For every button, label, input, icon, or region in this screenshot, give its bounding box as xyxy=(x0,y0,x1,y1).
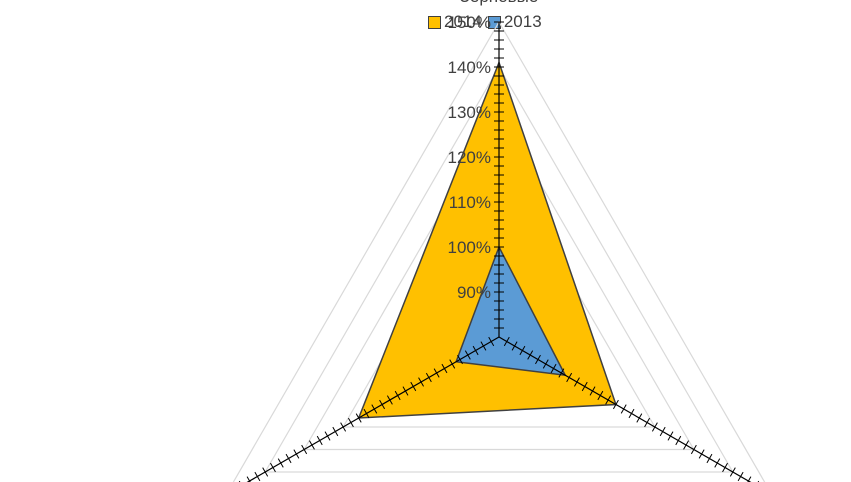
axis-1-tick xyxy=(597,390,604,401)
axis-1-tick xyxy=(511,341,518,351)
axis-1-tick xyxy=(747,476,752,482)
axis-2-tick xyxy=(488,336,495,347)
grid-ring-130 xyxy=(303,110,695,451)
axis-1-tick xyxy=(644,417,651,428)
axis-1-tick xyxy=(706,453,713,464)
axis-1-tick xyxy=(581,381,588,392)
axis-1 xyxy=(498,336,752,482)
legend: 2014 2013 xyxy=(428,12,548,32)
axis-2-tick xyxy=(309,440,315,450)
axis-1-tick xyxy=(535,354,541,365)
axis-2-tick xyxy=(480,341,487,351)
axis-2-tick xyxy=(402,386,409,396)
radar-series xyxy=(357,60,617,419)
axis-1-tick xyxy=(519,345,526,356)
tick-label-130: 130% xyxy=(448,103,491,122)
axis-2-tick xyxy=(441,363,448,374)
axis-1-tick xyxy=(566,372,573,383)
axis-2-tick xyxy=(449,359,456,369)
axis-1-tick xyxy=(589,386,596,396)
axis-1-tick xyxy=(737,471,744,482)
axis-1-tick xyxy=(667,431,674,441)
axis-1-tick xyxy=(527,350,534,360)
axis-2-tick xyxy=(285,453,292,464)
radar-axes xyxy=(238,21,760,482)
axis-2-tick xyxy=(316,435,323,446)
series-area-2014 xyxy=(357,60,617,419)
axis-1-tick xyxy=(722,462,728,473)
axis-1-tick xyxy=(636,413,643,423)
axis-1-tick xyxy=(574,377,580,387)
axis-1-tick xyxy=(620,404,627,414)
grid-ring-140 xyxy=(264,65,734,473)
tick-label-100: 100% xyxy=(448,238,491,257)
tick-label-120: 120% xyxy=(448,148,491,167)
axis-1-tick xyxy=(503,336,510,347)
axis-2-tick xyxy=(386,395,393,405)
tick-label-90: 90% xyxy=(457,283,491,302)
axis-2-tick xyxy=(371,404,378,414)
axis-1-tick xyxy=(558,368,565,378)
axis-1-tick xyxy=(605,395,612,405)
axis-1-tick xyxy=(542,359,549,369)
legend-item-2014: 2014 xyxy=(428,12,482,32)
axis-2-tick xyxy=(433,368,440,378)
axis-1-tick xyxy=(698,449,705,459)
axis-2-tick xyxy=(262,467,269,477)
grid-ring-150 xyxy=(232,20,766,482)
axis-2-tick xyxy=(254,471,261,482)
axis-2-tick xyxy=(464,350,471,360)
tick-label-110: 110% xyxy=(449,193,491,212)
axis-2-tick xyxy=(277,458,284,468)
axis-2 xyxy=(246,336,500,482)
axis-1-tick xyxy=(651,422,658,432)
axis-2-tick xyxy=(472,345,479,356)
axis-2-tick xyxy=(425,372,432,383)
axis-2-tick xyxy=(246,476,251,482)
tick-label-140: 140% xyxy=(448,58,491,77)
axis-1-tick xyxy=(628,408,635,419)
axis-2-tick xyxy=(418,377,424,387)
axis-1-tick xyxy=(659,426,666,437)
axis-2-tick xyxy=(410,381,417,392)
axis-2-tick xyxy=(394,390,401,401)
tick-label-150: 150% xyxy=(448,13,491,32)
axis-2-tick xyxy=(457,354,463,365)
legend-swatch-2014 xyxy=(428,15,441,29)
category-label-0: Зерновые xyxy=(460,0,539,6)
axis-2-tick xyxy=(324,431,331,441)
legend-label-2013: 2013 xyxy=(503,12,542,31)
axis-1-tick xyxy=(612,399,619,410)
axis-1-tick xyxy=(683,440,689,450)
axis-2-tick xyxy=(301,444,308,455)
axis-1-tick xyxy=(714,458,721,468)
axis-2-tick xyxy=(293,449,300,459)
legend-label-2014: 2014 xyxy=(444,12,482,31)
axis-2-tick xyxy=(270,462,276,473)
axis-2-tick xyxy=(347,417,354,428)
axis-2-tick xyxy=(363,408,370,419)
axis-2-tick xyxy=(340,422,347,432)
axis-1-tick xyxy=(675,435,682,446)
radar-labels: 90%100%110%120%130%140%150%ЗерновыеКарто… xyxy=(448,0,539,302)
axis-1-tick xyxy=(690,444,697,455)
axis-2-tick xyxy=(355,413,362,423)
series-area-2013 xyxy=(455,245,567,377)
axis-1-tick xyxy=(550,363,557,374)
axis-1-tick xyxy=(729,467,736,477)
axis-2-tick xyxy=(332,426,339,437)
axis-2-tick xyxy=(379,399,386,410)
